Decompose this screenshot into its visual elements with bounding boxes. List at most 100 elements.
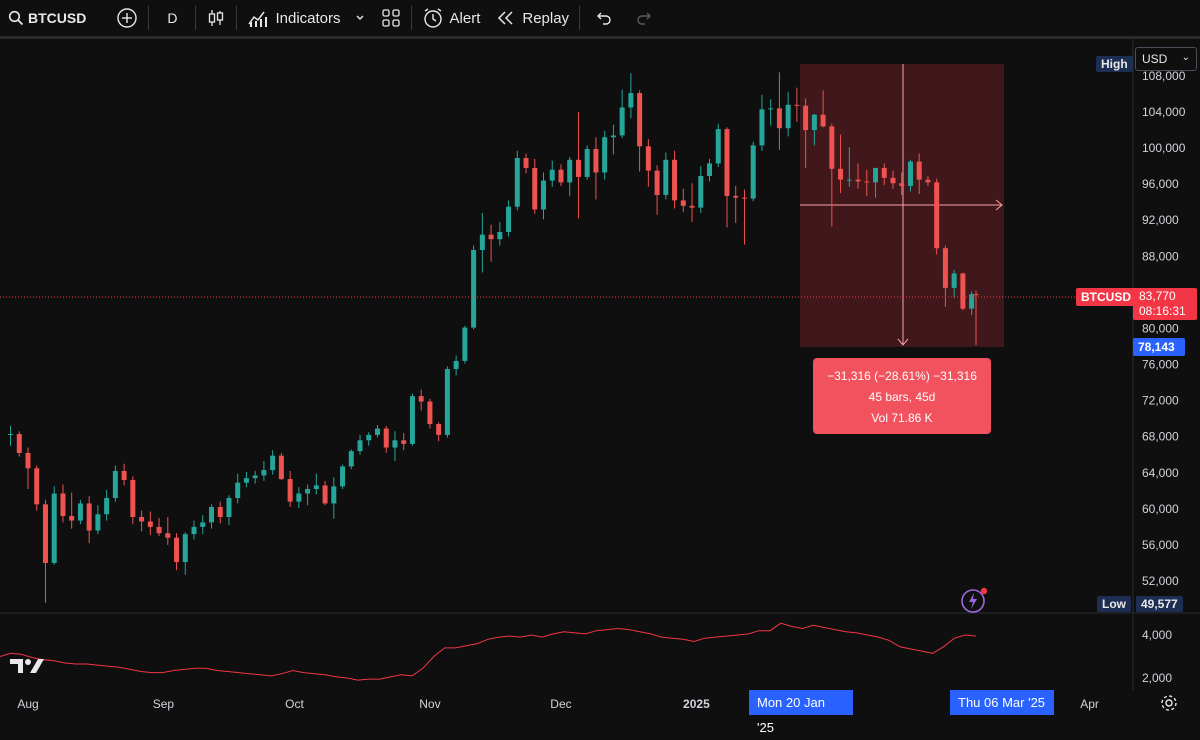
candle-body bbox=[855, 179, 861, 182]
candle bbox=[724, 127, 730, 228]
candle bbox=[619, 89, 625, 139]
candle bbox=[278, 452, 284, 480]
redo-button[interactable] bbox=[624, 0, 666, 36]
replay-button[interactable]: Replay bbox=[488, 0, 577, 36]
candle bbox=[794, 87, 800, 122]
candle bbox=[610, 124, 616, 155]
chart-type-button[interactable] bbox=[198, 0, 234, 36]
candle-body bbox=[645, 146, 651, 171]
price-tick-label: 68,000 bbox=[1142, 430, 1179, 444]
measure-change: −31,316 (−28.61%) −31,316 bbox=[827, 369, 977, 383]
tradingview-logo-icon[interactable] bbox=[10, 656, 46, 676]
candle bbox=[104, 489, 110, 521]
layouts-icon bbox=[381, 9, 400, 27]
candle-body bbox=[593, 148, 599, 173]
price-tick-label: 60,000 bbox=[1142, 502, 1179, 516]
alert-button[interactable]: Alert bbox=[414, 0, 489, 36]
price-tick-label: 88,000 bbox=[1142, 249, 1179, 263]
candle-body bbox=[471, 249, 477, 328]
candle bbox=[488, 224, 494, 262]
candle bbox=[558, 164, 564, 186]
candle-body bbox=[567, 159, 573, 183]
candle bbox=[427, 398, 433, 429]
candle-body bbox=[366, 434, 372, 441]
time-axis[interactable]: AugSepOctNovDec2025FebApr bbox=[17, 697, 1099, 711]
candle bbox=[907, 159, 913, 192]
symbol-search-button[interactable]: BTCUSD bbox=[0, 0, 94, 36]
volume-scale[interactable]: 4,000 2,000 bbox=[1142, 628, 1172, 685]
candle-body bbox=[243, 478, 249, 483]
candle bbox=[820, 90, 826, 128]
candle-body bbox=[418, 396, 424, 402]
candle bbox=[16, 431, 22, 457]
bar-countdown: 08:16:31 bbox=[1139, 304, 1186, 318]
candle-body bbox=[51, 493, 57, 563]
candle bbox=[541, 172, 547, 220]
candle-body bbox=[121, 470, 127, 480]
candle-body bbox=[313, 485, 319, 490]
candle-body bbox=[628, 93, 634, 108]
candle bbox=[637, 90, 643, 172]
price-scale[interactable]: 108,000 104,000 100,000 96,000 92,000 88,000 8… bbox=[1142, 69, 1186, 588]
candle-body bbox=[707, 163, 713, 177]
candle bbox=[532, 158, 538, 214]
candle bbox=[567, 157, 573, 196]
gear-icon[interactable] bbox=[1160, 694, 1178, 712]
candle-body bbox=[890, 177, 896, 184]
candle-body bbox=[698, 176, 704, 208]
candle-body bbox=[42, 504, 48, 563]
ai-assistant-icon[interactable] bbox=[959, 586, 989, 614]
candle bbox=[156, 517, 162, 536]
candle bbox=[663, 152, 669, 200]
candles-layer bbox=[8, 72, 979, 603]
measure-low-price-tag: 78,143 bbox=[1133, 338, 1185, 356]
undo-button[interactable] bbox=[582, 0, 624, 36]
candle-body bbox=[969, 294, 975, 309]
candle bbox=[602, 130, 608, 180]
candle-body bbox=[523, 157, 529, 168]
candle-body bbox=[427, 401, 433, 425]
candle bbox=[401, 433, 407, 451]
candle-body bbox=[95, 514, 101, 531]
candle-body bbox=[226, 498, 232, 517]
undo-icon bbox=[597, 12, 611, 25]
indicators-button[interactable]: Indicators bbox=[239, 0, 372, 36]
candle bbox=[654, 165, 660, 215]
candle-body bbox=[960, 273, 966, 309]
candles-icon bbox=[209, 10, 224, 26]
candle-body bbox=[558, 169, 564, 183]
candle bbox=[287, 470, 293, 508]
interval-button[interactable]: D bbox=[167, 10, 178, 26]
range-end-date: Thu 06 Mar '25 bbox=[950, 690, 1054, 715]
candle bbox=[130, 476, 136, 525]
candle-body bbox=[934, 182, 940, 249]
candle bbox=[366, 432, 372, 446]
candle-body bbox=[785, 104, 791, 129]
candle bbox=[453, 355, 459, 376]
candle bbox=[69, 492, 75, 529]
candle-body bbox=[724, 129, 730, 196]
candle-body bbox=[776, 108, 782, 129]
layouts-button[interactable] bbox=[373, 0, 409, 36]
candle-body bbox=[147, 521, 153, 527]
toolbar-divider bbox=[236, 6, 238, 30]
candle bbox=[549, 160, 555, 187]
candle-body bbox=[488, 234, 494, 240]
candle-body bbox=[235, 482, 241, 499]
price-tick-label: 80,000 bbox=[1142, 321, 1179, 335]
candle-body bbox=[951, 273, 957, 288]
candle bbox=[715, 123, 721, 168]
current-symbol-tag: BTCUSD bbox=[1076, 288, 1136, 306]
currency-dropdown[interactable]: USD ⌄ bbox=[1135, 47, 1197, 71]
candle bbox=[698, 166, 704, 214]
price-tick-label: 72,000 bbox=[1142, 394, 1179, 408]
candle-body bbox=[383, 428, 389, 448]
time-tick-label: 2025 bbox=[683, 697, 710, 711]
price-chart[interactable]: 108,000 104,000 100,000 96,000 92,000 88,000 8… bbox=[0, 39, 1200, 715]
candle bbox=[42, 499, 48, 603]
candle bbox=[951, 269, 957, 298]
compare-symbol-button[interactable] bbox=[108, 0, 146, 36]
candle bbox=[60, 484, 66, 523]
candle bbox=[25, 447, 31, 490]
secondary-tick-label: 4,000 bbox=[1142, 628, 1172, 642]
